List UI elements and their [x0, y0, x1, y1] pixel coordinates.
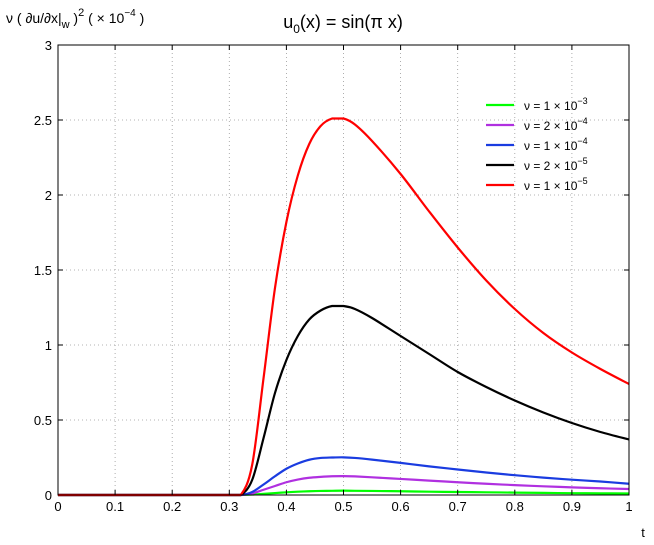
- x-tick-label: 0.6: [392, 499, 410, 514]
- y-tick-label: 1: [45, 338, 52, 353]
- y-tick-label: 2: [45, 188, 52, 203]
- legend-entry: ν = 1 × 10−5: [524, 176, 588, 193]
- x-tick-label: 0.2: [163, 499, 181, 514]
- x-tick-label: 0.7: [449, 499, 467, 514]
- chart-title: u0(x) = sin(π x): [283, 12, 403, 36]
- y-ticks: 0 0.5 1 1.5 2 2.5 3: [34, 38, 629, 503]
- legend-entry: ν = 1 × 10−4: [524, 136, 588, 153]
- x-tick-label: 0.9: [563, 499, 581, 514]
- legend: ν = 1 × 10−3 ν = 2 × 10−4 ν = 1 × 10−4 ν = …: [486, 96, 588, 193]
- x-axis-label: t: [641, 525, 645, 540]
- legend-entry: ν = 2 × 10−4: [524, 116, 588, 133]
- y-tick-label: 1.5: [34, 263, 52, 278]
- legend-entry: ν = 1 × 10−3: [524, 96, 588, 113]
- y-tick-label: 3: [45, 38, 52, 53]
- grid: [58, 45, 629, 495]
- y-tick-label: 0.5: [34, 413, 52, 428]
- x-tick-label: 0.5: [334, 499, 352, 514]
- x-tick-label: 0.8: [506, 499, 524, 514]
- x-ticks: 0 0.1 0.2 0.3 0.4 0.5 0.6 0.7 0.8 0.9 1: [54, 45, 633, 514]
- y-axis-label: ν ( ∂u/∂x|w )2 ( × 10−4 ): [6, 7, 144, 31]
- x-tick-label: 0.4: [277, 499, 295, 514]
- legend-entry: ν = 2 × 10−5: [524, 156, 588, 173]
- y-tick-label: 2.5: [34, 113, 52, 128]
- x-tick-label: 0: [54, 499, 61, 514]
- x-tick-label: 1: [625, 499, 632, 514]
- x-tick-label: 0.3: [220, 499, 238, 514]
- x-tick-label: 0.1: [106, 499, 124, 514]
- y-tick-label: 0: [45, 488, 52, 503]
